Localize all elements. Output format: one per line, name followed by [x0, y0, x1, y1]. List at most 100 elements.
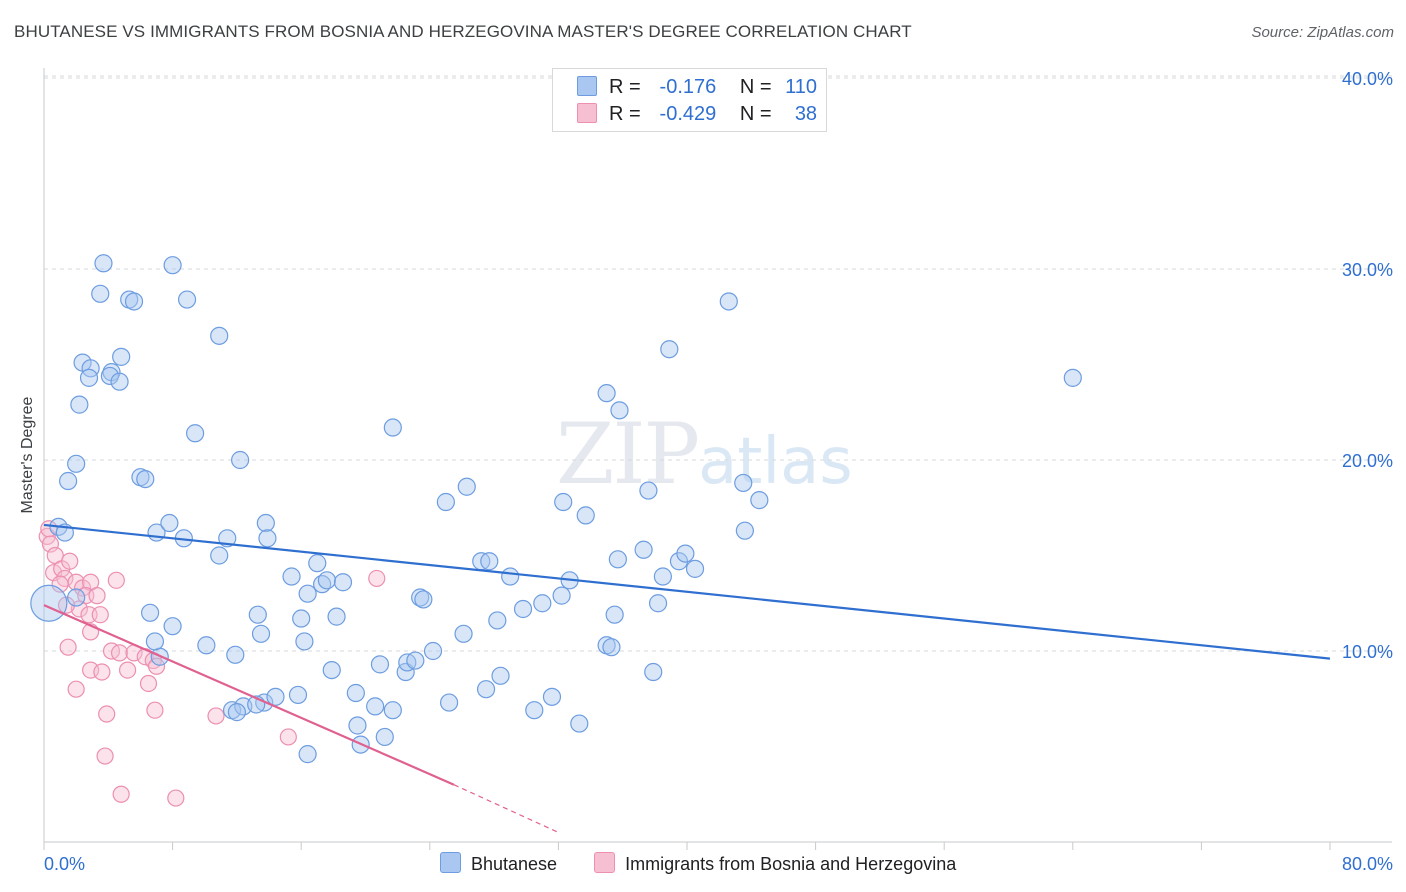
- data-point-bhutanese: [476, 680, 496, 699]
- data-point-bosnia: [93, 663, 111, 681]
- data-point-bhutanese: [597, 384, 616, 403]
- data-point-bhutanese: [513, 599, 533, 619]
- y-axis-label: Master's Degree: [19, 396, 36, 514]
- legend-r-label: R =: [609, 76, 641, 98]
- data-point-bhutanese: [383, 701, 402, 720]
- data-point-bosnia: [167, 789, 185, 807]
- data-point-bhutanese: [186, 424, 205, 443]
- data-point-bhutanese: [231, 450, 250, 470]
- data-point-bhutanese: [653, 567, 672, 586]
- data-point-bhutanese: [608, 550, 627, 569]
- data-point-bhutanese: [81, 359, 100, 378]
- watermark-atlas: atlas: [698, 425, 853, 499]
- data-point-bhutanese: [457, 477, 476, 496]
- watermark-zip: ZIP: [556, 405, 700, 503]
- data-point-bhutanese: [140, 603, 160, 622]
- data-point-bhutanese: [210, 546, 229, 565]
- data-point-bhutanese: [383, 418, 402, 437]
- y-tick-label: 10.0%: [1342, 642, 1393, 662]
- trendline-bhutanese: [43, 523, 1331, 660]
- series-legend-bosnia[interactable]: Immigrants from Bosnia and Herzegovina: [594, 852, 956, 875]
- data-point-bhutanese: [322, 660, 341, 680]
- data-point-bhutanese: [570, 714, 589, 733]
- data-point-bhutanese: [439, 693, 459, 712]
- data-point-bhutanese: [669, 552, 689, 571]
- data-point-bosnia: [146, 701, 164, 719]
- data-point-bhutanese: [248, 605, 267, 624]
- data-point-bosnia: [67, 680, 85, 698]
- data-point-bhutanese: [210, 326, 229, 345]
- data-point-bhutanese: [735, 521, 754, 540]
- data-point-bhutanese: [197, 636, 216, 655]
- y-tick-label: 20.0%: [1342, 451, 1393, 471]
- data-point-bhutanese: [79, 368, 99, 387]
- chart-title: BHUTANESE VS IMMIGRANTS FROM BOSNIA AND …: [14, 22, 912, 41]
- data-point-bhutanese: [160, 513, 179, 533]
- x-tick-label: 0.0%: [44, 854, 85, 874]
- data-point-bhutanese: [226, 645, 245, 664]
- data-point-bhutanese: [136, 470, 155, 489]
- legend-swatch-blue: [577, 76, 597, 96]
- correlation-legend: R = -0.176 N = 110 R = -0.429 N = 38: [552, 68, 827, 132]
- data-point-bhutanese: [501, 567, 520, 586]
- trendline-bosnia-extension: [453, 784, 559, 833]
- data-point-bhutanese: [256, 513, 275, 533]
- data-point-bhutanese: [282, 567, 301, 586]
- data-point-bhutanese: [533, 594, 552, 613]
- data-point-bhutanese: [750, 491, 769, 510]
- data-point-bhutanese: [634, 540, 653, 559]
- data-point-bhutanese: [554, 492, 573, 512]
- data-point-bhutanese: [258, 529, 277, 548]
- data-point-bosnia: [96, 747, 114, 765]
- y-tick-label: 40.0%: [1342, 69, 1393, 89]
- legend-n-label: N =: [739, 76, 772, 98]
- legend-r-label: R =: [609, 103, 641, 125]
- data-point-bhutanese: [100, 366, 120, 386]
- data-point-bhutanese: [67, 588, 86, 607]
- data-point-bhutanese: [251, 624, 271, 643]
- data-point-bosnia: [118, 661, 137, 679]
- legend-r-value-bhutanese: -0.176: [659, 76, 717, 98]
- data-point-bhutanese: [348, 716, 367, 735]
- data-point-bhutanese: [525, 701, 544, 720]
- data-point-bhutanese: [124, 292, 144, 311]
- data-point-bosnia: [279, 728, 297, 746]
- series-legend: Bhutanese Immigrants from Bosnia and Her…: [440, 852, 988, 875]
- data-point-bhutanese: [644, 662, 663, 682]
- series-swatch-blue: [440, 852, 461, 873]
- data-point-bhutanese: [177, 290, 197, 309]
- data-point-bhutanese: [112, 347, 131, 366]
- data-point-bosnia: [59, 638, 77, 656]
- data-point-bhutanese: [70, 395, 89, 414]
- data-point-bhutanese: [59, 471, 78, 491]
- data-point-bhutanese: [317, 571, 337, 590]
- data-point-bhutanese: [333, 573, 353, 592]
- data-point-bhutanese: [91, 284, 110, 303]
- data-point-bosnia: [368, 569, 386, 588]
- data-point-bhutanese: [648, 594, 668, 613]
- data-point-bhutanese: [366, 697, 385, 716]
- data-point-bhutanese: [685, 559, 705, 578]
- legend-n-label: N =: [739, 103, 772, 125]
- data-point-bhutanese: [602, 638, 621, 657]
- data-point-bhutanese: [542, 687, 562, 706]
- data-point-bhutanese: [145, 632, 165, 651]
- watermark: ZIPatlas: [556, 405, 853, 503]
- data-point-bhutanese: [292, 609, 311, 628]
- series-legend-bhutanese[interactable]: Bhutanese: [440, 852, 557, 875]
- data-point-bosnia: [112, 785, 130, 803]
- legend-row-bhutanese: R = -0.176 N = 110: [577, 76, 817, 99]
- data-point-bosnia: [98, 705, 116, 723]
- data-point-bhutanese: [480, 552, 499, 571]
- data-point-bhutanese: [488, 611, 507, 630]
- data-point-bosnia: [91, 606, 109, 624]
- data-point-bhutanese: [454, 624, 473, 643]
- data-point-bhutanese: [552, 586, 571, 605]
- trendline-bosnia: [43, 604, 455, 786]
- data-point-bhutanese: [676, 544, 695, 563]
- data-point-bhutanese: [414, 590, 433, 609]
- data-point-bhutanese: [163, 617, 182, 636]
- data-point-bhutanese: [308, 554, 327, 573]
- series-label-bhutanese: Bhutanese: [471, 854, 558, 874]
- data-point-bhutanese: [436, 492, 455, 512]
